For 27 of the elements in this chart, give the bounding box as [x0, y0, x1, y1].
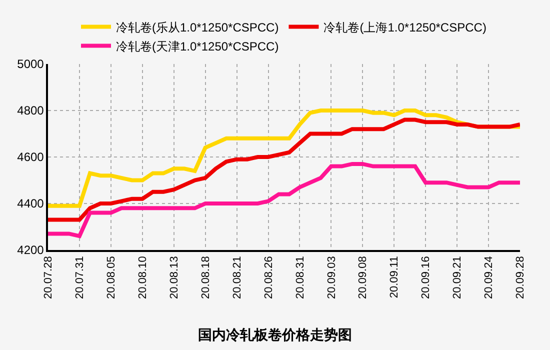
x-tick-label: 20.09.21 — [452, 256, 464, 299]
x-tick-label: 20.09.08 — [357, 256, 370, 299]
x-tick-label: 20.08.05 — [106, 256, 118, 299]
x-tick-label: 20.08.18 — [200, 256, 212, 299]
x-tick-label: 20.08.13 — [168, 256, 180, 299]
text: 国内冷轧板卷价格走势图 — [198, 326, 352, 342]
y-tick-label: 4400 — [17, 196, 44, 211]
x-tick-label: 20.09.28 — [514, 256, 527, 299]
x-tick-label: 20.09.24 — [483, 256, 496, 299]
x-tick-label: 20.09.03 — [326, 256, 338, 299]
x-tick-label: 20.08.10 — [136, 256, 149, 299]
x-tick-label: 20.08.26 — [262, 256, 275, 299]
legend-label: 冷轧卷(上海1.0*1250*CSPCC) — [324, 20, 486, 34]
y-tick-label: 4600 — [17, 150, 44, 164]
x-tick-label: 20.09.16 — [420, 256, 432, 299]
x-tick-label: 20.07.31 — [74, 256, 86, 299]
x-tick-label: 20.09.11 — [388, 256, 401, 298]
x-tick-label: 20.08.31 — [294, 256, 306, 299]
y-tick-label: 4800 — [17, 104, 44, 118]
y-tick-label: 4200 — [17, 243, 44, 258]
x-tick-label: 20.08.21 — [231, 256, 244, 299]
line-series — [48, 162, 520, 238]
legend-label: 冷轧卷(乐从1.0*1250*CSPCC) — [116, 20, 279, 34]
legend-label: 冷轧卷(天津1.0*1250*CSPCC) — [116, 39, 279, 54]
x-tick-label: 20.07.28 — [42, 256, 55, 299]
line-series — [48, 118, 520, 222]
y-tick-label: 5000 — [17, 57, 44, 72]
